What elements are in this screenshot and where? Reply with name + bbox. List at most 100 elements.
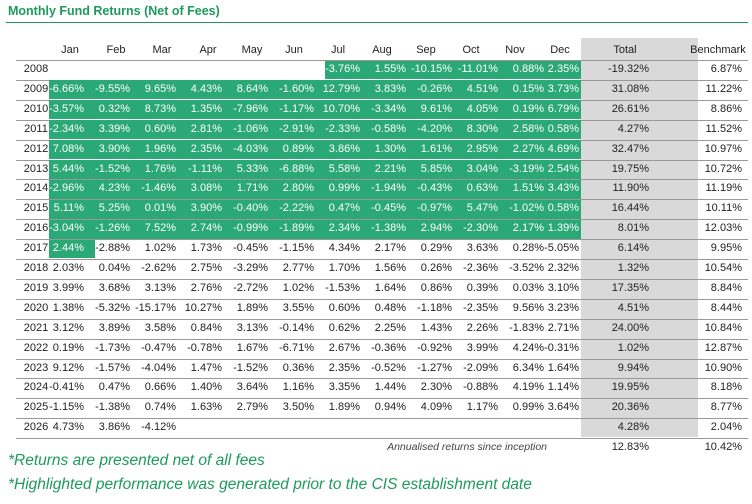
month-return-dec: 3.43% <box>547 182 579 195</box>
month-return-dec: 6.79% <box>547 102 579 115</box>
year-total: -19.32% <box>608 63 649 75</box>
highlight-band <box>49 160 581 179</box>
month-return-mar: 7.52% <box>144 222 176 235</box>
year-total: 1.02% <box>617 341 649 354</box>
month-return-may: 1.67% <box>236 341 268 354</box>
month-return-mar: 1.02% <box>144 242 176 255</box>
year-benchmark: 8.77% <box>710 401 742 414</box>
column-header-sep: Sep <box>416 44 436 56</box>
month-return-jan: 1.38% <box>52 301 84 314</box>
month-return-nov: -1.83% <box>509 321 544 334</box>
month-return-dec: 2.54% <box>547 162 579 175</box>
month-return-may: 1.71% <box>236 182 268 195</box>
highlight-band <box>49 219 581 239</box>
month-return-mar: -15.17% <box>135 301 176 314</box>
month-return-nov: 4.24% <box>512 341 544 354</box>
month-return-sep: 2.94% <box>420 222 452 235</box>
month-return-jun: -1.15% <box>279 242 314 255</box>
month-return-sep: 1.61% <box>420 142 452 155</box>
month-return-aug: -0.45% <box>371 202 406 215</box>
month-return-jul: 0.47% <box>328 202 360 215</box>
row-divider <box>16 278 748 280</box>
year-total: 8.01% <box>617 222 649 235</box>
month-return-nov: 0.15% <box>512 82 544 95</box>
month-return-dec: 3.73% <box>547 82 579 95</box>
year-total: 31.08% <box>611 82 649 95</box>
month-return-jun: 0.89% <box>282 142 314 155</box>
month-return-jan <box>32 60 84 79</box>
month-return-oct: 4.51% <box>466 82 498 95</box>
month-return-feb: 5.25% <box>98 202 130 215</box>
month-return-jul: -3.76% <box>325 63 360 75</box>
month-return-jul: 2.35% <box>328 361 360 374</box>
month-return-aug: 0.48% <box>374 301 406 314</box>
column-header-aug: Aug <box>372 44 392 56</box>
row-year: 2024 <box>23 381 49 394</box>
month-return-dec: 1.14% <box>547 381 579 394</box>
month-return-jun: 1.16% <box>282 381 314 394</box>
row-year: 2013 <box>23 162 49 175</box>
month-return-apr: 2.75% <box>190 262 222 274</box>
month-return-oct: 3.04% <box>466 162 498 175</box>
month-return-feb: -2.88% <box>95 242 130 255</box>
month-return-oct: 1.17% <box>466 401 498 414</box>
month-return-may: -1.52% <box>233 361 268 374</box>
month-return-jun <box>262 418 314 437</box>
row-year: 2022 <box>23 341 49 354</box>
month-return-may: 8.64% <box>236 82 268 95</box>
note-net-of-fees: *Returns are presented net of all fees <box>8 452 265 469</box>
month-return-aug: -0.52% <box>371 361 406 374</box>
month-return-oct: 4.05% <box>466 102 498 115</box>
column-header-nov: Nov <box>505 44 525 56</box>
year-benchmark: 10.72% <box>704 162 742 175</box>
month-return-sep: 0.29% <box>420 242 452 255</box>
month-return-nov: 4.19% <box>512 381 544 394</box>
year-benchmark: 10.90% <box>704 361 742 374</box>
month-return-feb: -9.55% <box>95 82 130 95</box>
month-return-may: 3.13% <box>236 321 268 334</box>
month-return-apr: 3.08% <box>190 182 222 195</box>
month-return-mar: 3.13% <box>144 281 176 294</box>
month-return-feb <box>78 60 130 79</box>
year-benchmark: 10.11% <box>705 202 743 215</box>
row-divider <box>16 418 748 420</box>
month-return-mar: 3.58% <box>144 321 176 334</box>
month-return-oct <box>446 418 498 437</box>
month-return-feb: -5.32% <box>95 301 130 314</box>
month-return-nov: 0.03% <box>512 281 544 294</box>
month-return-sep: -0.26% <box>417 82 452 95</box>
month-return-mar: 1.96% <box>144 142 176 155</box>
month-return-may: -0.40% <box>233 202 268 215</box>
year-benchmark: 2.04% <box>710 421 742 434</box>
month-return-oct: 2.26% <box>466 321 498 334</box>
month-return-oct: -0.88% <box>463 381 498 394</box>
month-return-mar: 0.66% <box>144 381 176 394</box>
month-return-sep: -1.27% <box>417 361 452 374</box>
row-year: 2008 <box>23 63 49 75</box>
column-header-feb: Feb <box>106 44 126 56</box>
column-header-jun: Jun <box>285 44 303 56</box>
month-return-jul: 10.70% <box>322 102 360 115</box>
month-return-aug: 2.25% <box>374 321 406 334</box>
month-return-dec: 1.39% <box>547 222 579 235</box>
month-return-jan: -6.66% <box>49 82 84 95</box>
year-benchmark: 11.22% <box>705 82 743 95</box>
month-return-jan: -2.96% <box>49 182 84 195</box>
year-total: 9.94% <box>617 361 649 374</box>
month-return-nov: 2.27% <box>512 142 544 155</box>
total-column-background <box>581 38 698 437</box>
row-divider <box>16 259 748 260</box>
month-return-dec: -0.31% <box>544 341 579 354</box>
month-return-aug: 1.44% <box>374 381 406 394</box>
month-return-jun: -2.22% <box>279 202 314 215</box>
month-return-jan: 3.12% <box>52 321 84 334</box>
highlight-band <box>49 140 581 159</box>
year-benchmark: 8.84% <box>710 281 742 294</box>
table-title: Monthly Fund Returns (Net of Fees) <box>8 4 220 18</box>
year-total: 19.95% <box>611 381 649 394</box>
month-return-jul: 0.99% <box>328 182 360 195</box>
year-benchmark: 12.03% <box>704 222 742 235</box>
month-return-jan: 2.44% <box>52 242 84 255</box>
column-header-apr: Apr <box>199 44 217 56</box>
month-return-mar: 0.60% <box>144 122 176 135</box>
